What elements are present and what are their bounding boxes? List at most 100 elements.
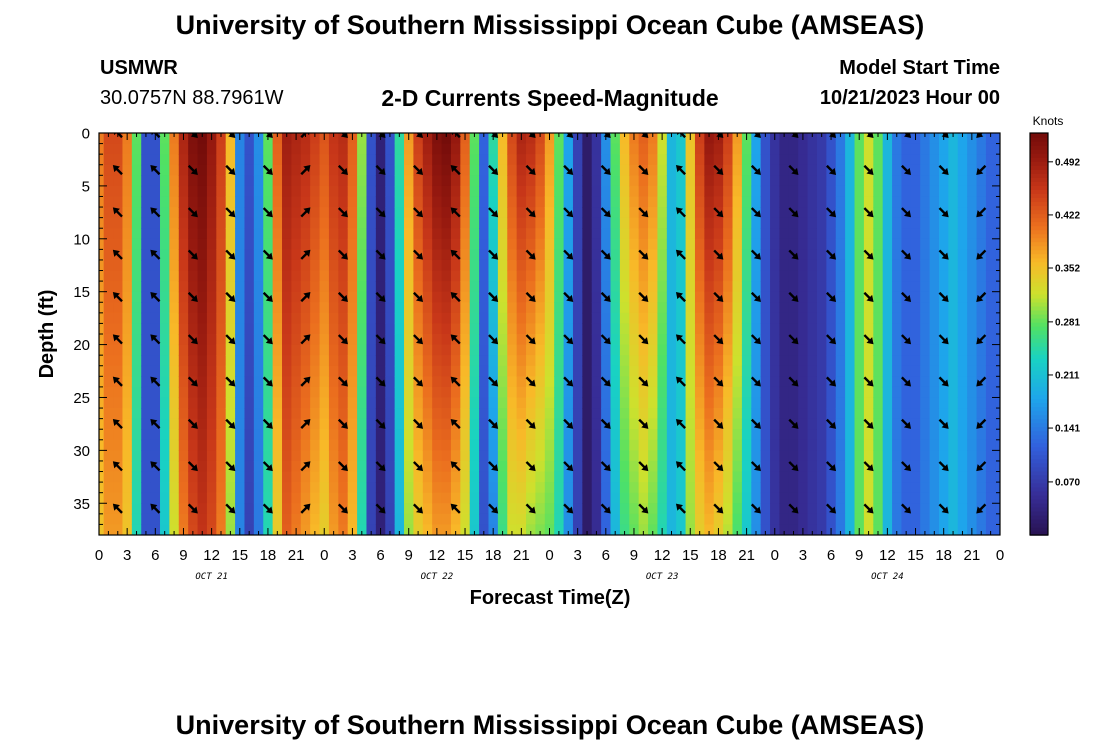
heatmap-cell — [516, 482, 527, 494]
current-arrow — [563, 334, 574, 345]
heatmap-cell — [967, 281, 978, 293]
heatmap-cell — [798, 503, 809, 515]
heatmap-cell — [629, 207, 640, 219]
heatmap-cell — [197, 450, 208, 462]
heatmap-cell — [328, 503, 339, 515]
heatmap-cell — [460, 429, 471, 441]
heatmap-cell — [497, 164, 508, 176]
heatmap-cell — [206, 249, 217, 261]
heatmap-cell — [450, 143, 461, 155]
heatmap-cell — [160, 450, 170, 462]
x-tick-label: 6 — [376, 547, 384, 564]
heatmap-cell — [995, 408, 1000, 420]
heatmap-cell — [732, 482, 743, 494]
heatmap-cell — [854, 249, 865, 261]
heatmap-cell — [732, 259, 743, 272]
heatmap-cell — [713, 185, 724, 198]
heatmap-cell — [826, 439, 837, 451]
heatmap-cell — [516, 259, 527, 272]
heatmap-cell — [319, 323, 330, 335]
heatmap-cell — [572, 312, 583, 325]
heatmap-cell — [535, 471, 546, 483]
heatmap-cell — [713, 302, 724, 314]
heatmap-cell — [432, 207, 443, 219]
heatmap-cell — [816, 408, 827, 420]
heatmap-cell — [197, 196, 208, 208]
heatmap-cell — [516, 355, 527, 367]
heatmap-cell — [507, 281, 518, 293]
heatmap-cell — [779, 418, 790, 430]
heatmap-cell — [751, 196, 762, 208]
heatmap-cell — [666, 376, 677, 388]
heatmap-cell — [432, 334, 443, 346]
current-arrow — [187, 249, 198, 260]
heatmap-cell — [544, 270, 555, 282]
heatmap-cell — [854, 334, 865, 346]
heatmap-cell — [807, 207, 818, 219]
heatmap-cell — [244, 482, 255, 494]
heatmap-cell — [122, 281, 133, 293]
heatmap-cell — [882, 376, 893, 388]
heatmap-cell — [788, 143, 799, 155]
heatmap-cell — [141, 524, 152, 535]
heatmap-cell — [291, 228, 302, 240]
heatmap-cell — [366, 249, 377, 261]
heatmap-cell — [957, 270, 968, 282]
heatmap-cell — [619, 154, 630, 166]
heatmap-cell — [507, 249, 518, 261]
heatmap-cell — [113, 450, 124, 462]
heatmap-cell — [216, 291, 227, 303]
heatmap-cell — [629, 249, 640, 261]
heatmap-cell — [282, 238, 293, 250]
heatmap-cell — [338, 429, 349, 441]
heatmap-cell — [976, 513, 987, 526]
heatmap-cell — [404, 291, 415, 303]
heatmap-cell — [873, 302, 884, 314]
heatmap-cell — [432, 291, 443, 303]
heatmap-cell — [760, 524, 771, 535]
heatmap-cell — [357, 217, 368, 229]
current-arrow — [788, 291, 799, 302]
heatmap-cell — [375, 185, 386, 198]
heatmap-cell — [835, 450, 846, 462]
heatmap-cell — [544, 185, 555, 198]
heatmap-cell — [103, 397, 114, 409]
heatmap-cell — [488, 270, 499, 282]
heatmap-cell — [779, 164, 790, 176]
current-arrow — [675, 292, 686, 303]
heatmap-cell — [413, 259, 424, 272]
heatmap-cell — [910, 503, 921, 515]
heatmap-cell — [619, 429, 630, 441]
heatmap-cell — [310, 228, 321, 240]
heatmap-cell — [788, 365, 799, 377]
heatmap-cell — [948, 355, 959, 367]
current-arrow — [638, 207, 649, 218]
heatmap-cell — [638, 408, 649, 420]
heatmap-cell — [122, 482, 133, 494]
heatmap-cell — [741, 355, 752, 367]
heatmap-cell — [920, 217, 931, 229]
heatmap-cell — [929, 312, 940, 325]
current-arrow — [638, 164, 649, 175]
heatmap-cell — [685, 355, 696, 367]
heatmap-cell — [619, 524, 630, 535]
heatmap-cell — [300, 143, 311, 155]
heatmap-cell — [713, 355, 724, 367]
heatmap-cell — [779, 154, 790, 166]
heatmap-cell — [263, 355, 274, 367]
heatmap-cell — [357, 471, 368, 483]
heatmap-cell — [957, 376, 968, 388]
heatmap-cell — [385, 482, 396, 494]
heatmap-cell — [282, 355, 293, 367]
heatmap-cell — [760, 513, 771, 526]
heatmap-cell — [845, 524, 856, 535]
heatmap-cell — [122, 302, 133, 314]
heatmap-cell — [99, 196, 105, 208]
heatmap-cell — [648, 270, 659, 282]
heatmap-cell — [563, 397, 574, 409]
heatmap-cell — [563, 228, 574, 240]
heatmap-cell — [404, 217, 415, 229]
heatmap-cell — [432, 365, 443, 377]
heatmap-cell — [385, 408, 396, 420]
heatmap-cell — [713, 386, 724, 399]
